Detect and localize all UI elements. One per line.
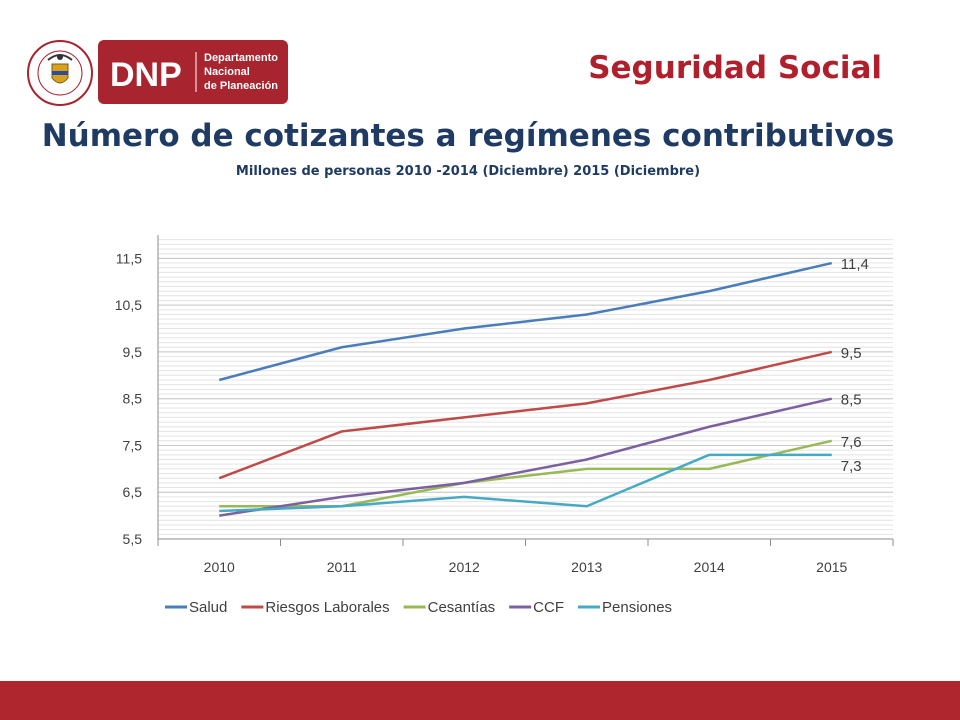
axes: 5,5 6,5 7,5 8,5 9,5 10,5 11,5 2010 2011 2012 2013 2… (115, 235, 894, 575)
legend-label: Pensiones (602, 599, 672, 616)
colombia-seal-icon (27, 40, 93, 106)
chart-subtitle: Millones de personas 2010 -2014 (Diciemb… (235, 164, 701, 179)
logo-line3: de Planeación (204, 80, 278, 92)
y-tick-label: 11,5 (116, 250, 142, 266)
legend: Salud Riesgos Laborales Cesantías CCF Pensio… (165, 599, 672, 616)
y-tick-label: 10,5 (115, 297, 142, 313)
series-line-salud (218, 261, 833, 382)
series-line-ccf (219, 397, 833, 517)
footer-bar (0, 681, 960, 720)
data-label: 7,3 (841, 458, 862, 475)
logo-line2: Nacional (204, 66, 250, 78)
dnp-badge: DNP Departamento Nacional de Planeación (98, 40, 288, 104)
x-tick-label: 2011 (327, 559, 357, 575)
x-tick-label: 2012 (449, 559, 480, 575)
data-label: 9,5 (841, 345, 862, 362)
data-label: 7,6 (841, 434, 862, 451)
legend-label: Cesantías (428, 599, 496, 616)
data-label: 8,5 (841, 392, 862, 409)
x-tick-label: 2013 (571, 559, 602, 575)
legend-label: Riesgos Laborales (265, 599, 389, 616)
data-labels: 11,4 9,5 8,5 7,6 7,3 (841, 256, 869, 475)
x-tick-label: 2010 (204, 559, 235, 575)
y-tick-label: 7,5 (123, 437, 143, 453)
legend-label: Salud (189, 599, 227, 616)
legend-label: CCF (533, 599, 564, 616)
x-tick-label: 2015 (816, 559, 847, 575)
data-label: 11,4 (841, 256, 869, 273)
y-tick-label: 6,5 (123, 484, 143, 500)
y-tick-label: 5,5 (123, 531, 143, 547)
series-line-riesgos-laborales (218, 350, 833, 480)
logo-acronym: DNP (110, 56, 182, 94)
x-tick-label: 2014 (694, 559, 725, 575)
series-lines (218, 261, 833, 517)
dnp-logo: DNP Departamento Nacional de Planeación (26, 38, 292, 108)
y-tick-label: 8,5 (123, 391, 143, 407)
y-tick-label: 9,5 (123, 344, 143, 360)
dnp-logo-graphic: DNP Departamento Nacional de Planeación (27, 40, 288, 106)
series-line-pensiones (219, 453, 832, 513)
chart-title: Número de cotizantes a regímenes contrib… (41, 118, 895, 154)
section-title: Seguridad Social (588, 50, 882, 86)
logo-line1: Departamento (204, 52, 278, 64)
gridlines (158, 239, 893, 540)
